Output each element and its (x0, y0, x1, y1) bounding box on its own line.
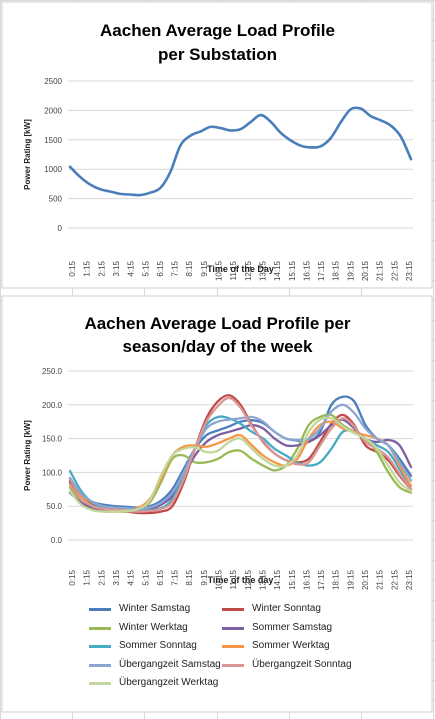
chart1-xtick-label-18: 18:15 (332, 260, 341, 281)
chart1-ytick-label-5: 2500 (44, 77, 62, 86)
chart2-xtick-label-10: 10:15 (215, 569, 224, 590)
chart1-xtick-label-22: 22:15 (390, 260, 399, 281)
chart2-xtick-label-23: 23:15 (405, 569, 414, 590)
legend-label-6: Übergangzeit Samstag (119, 658, 221, 670)
chart2-xtick-label-18: 18:15 (332, 569, 341, 590)
chart1-xtick-label-9: 9:15 (200, 260, 209, 276)
chart2-ytick-label-5: 250.0 (42, 367, 63, 376)
chart2-xtick-label-5: 5:15 (141, 569, 150, 585)
legend-swatch-6 (89, 663, 111, 667)
chart1-xtick-label-11: 11:15 (229, 260, 238, 280)
chart1-ytick-label-0: 0 (58, 224, 63, 233)
chart2-xtick-label-1: 1:15 (83, 569, 92, 585)
legend-swatch-5 (222, 645, 244, 648)
chart1-ytick-label-1: 500 (49, 195, 63, 204)
legend-label-4: Sommer Sonntag (119, 640, 197, 651)
legend-label-3: Sommer Samstag (252, 621, 333, 633)
chart2-xtick-label-21: 21:15 (376, 569, 385, 590)
chart2-xtick-label-20: 20:15 (361, 569, 370, 590)
legend-label-1: Winter Sonntag (252, 603, 321, 614)
chart2-ytick-label-0: 0.0 (51, 536, 63, 545)
chart-average-load-profile: 0 500 1000 1500 2000 2500 0:15 1:15 2:15 3:15 4:15… (23, 77, 414, 281)
legend-swatch-8 (89, 682, 111, 685)
chart2-xtick-label-3: 3:15 (112, 569, 121, 585)
chart1-xtick-label-21: 21:15 (376, 260, 385, 281)
chart1-title-line2: per Substation (157, 45, 277, 64)
chart2-y-axis-label: Power Rating [kW] (23, 420, 32, 491)
chart1-xtick-label-15: 15:15 (288, 260, 297, 281)
legend-label-5: Sommer Werktag (252, 640, 330, 651)
chart1-area (1, 1, 433, 289)
legend-label-2: Winter Werktag (119, 621, 188, 633)
chart1-xtick-label-13: 13:15 (258, 260, 267, 281)
chart1-title-line1: Aachen Average Load Profile (100, 21, 335, 40)
chart1-xtick-label-19: 19:15 (346, 260, 355, 281)
chart2-xtick-label-6: 6:15 (156, 569, 165, 585)
legend-swatch-0 (89, 608, 111, 611)
chart2-xtick-label-22: 22:15 (390, 569, 399, 590)
legend-swatch-7 (222, 663, 244, 667)
legend-swatch-2 (89, 626, 111, 630)
chart2-series-line-4 (68, 415, 413, 512)
legend-swatch-3 (222, 626, 244, 630)
chart1-ytick-label-3: 1500 (44, 136, 62, 145)
chart1-xtick-label-3: 3:15 (112, 260, 121, 276)
chart2-series-line-6 (68, 403, 413, 511)
chart1-ytick-label-4: 2000 (44, 106, 62, 115)
chart2-ytick-label-1: 50.0 (46, 502, 62, 511)
chart1-xtick-label-7: 7:15 (171, 260, 180, 276)
chart1-xtick-label-23: 23:15 (405, 260, 414, 281)
chart2-xtick-label-19: 19:15 (346, 569, 355, 590)
chart2-xtick-label-11: 11:15 (229, 569, 238, 589)
chart2-series-line-8 (68, 416, 413, 513)
chart1-ytick-label-2: 1000 (44, 165, 62, 174)
chart2-series-line-0 (68, 395, 413, 509)
chart1-xtick-label-12: 12:15 (244, 260, 253, 281)
chart1-xtick-label-16: 16:15 (302, 260, 311, 281)
chart2-xtick-label-17: 17:15 (317, 569, 326, 590)
chart2-xtick-label-9: 9:15 (200, 569, 209, 585)
chart2-xtick-label-4: 4:15 (127, 569, 136, 585)
chart2-title-line2: season/day of the week (122, 337, 313, 356)
chart2-area (1, 295, 433, 713)
legend-label-8: Übergangzeit Werktag (119, 677, 219, 688)
chart1-series-line-0 (68, 106, 413, 197)
chart1-x-axis-label: Time of the Day (207, 264, 274, 274)
chart1-xtick-label-0: 0:15 (68, 260, 77, 276)
chart1-xtick-label-20: 20:15 (361, 260, 370, 281)
chart2-title-line1: Aachen Average Load Profile per (84, 314, 351, 333)
chart1-xtick-label-6: 6:15 (156, 260, 165, 276)
chart2-xtick-label-7: 7:15 (171, 569, 180, 585)
chart1-xtick-label-17: 17:15 (317, 260, 326, 281)
chart1-xtick-label-5: 5:15 (141, 260, 150, 276)
legend-label-0: Winter Samstag (119, 603, 191, 614)
chart2-ytick-label-2: 100.0 (42, 468, 63, 477)
chart2-xtick-label-2: 2:15 (97, 569, 106, 585)
legend-label-7: Übergangzeit Sonntag (252, 658, 352, 670)
chart2-ytick-label-3: 150.0 (42, 435, 63, 444)
legend-swatch-4 (89, 645, 111, 648)
chart2-xtick-label-8: 8:15 (185, 569, 194, 585)
chart1-xtick-label-10: 10:15 (215, 260, 224, 281)
chart2-x-axis-label: Time of the day (208, 575, 274, 585)
chart1-xtick-label-14: 14:15 (273, 260, 282, 281)
chart1-xtick-label-2: 2:15 (97, 260, 106, 276)
chart2-xtick-label-16: 16:15 (302, 569, 311, 590)
chart2-ytick-label-4: 200.0 (42, 401, 63, 410)
chart2-xtick-label-15: 15:15 (288, 569, 297, 590)
chart1-xtick-label-8: 8:15 (185, 260, 194, 276)
chart2-series-line-5 (68, 420, 413, 511)
chart2-xtick-label-14: 14:15 (273, 569, 282, 590)
legend-swatch-1 (222, 608, 244, 611)
chart1-y-axis-label: Power Rating [kW] (23, 119, 32, 190)
chart1-xtick-label-1: 1:15 (83, 260, 92, 276)
chart2-xtick-label-12: 12:15 (244, 569, 253, 590)
chart2-xtick-label-13: 13:15 (258, 569, 267, 590)
chart2-xtick-label-0: 0:15 (68, 569, 77, 585)
chart1-xtick-label-4: 4:15 (127, 260, 136, 276)
